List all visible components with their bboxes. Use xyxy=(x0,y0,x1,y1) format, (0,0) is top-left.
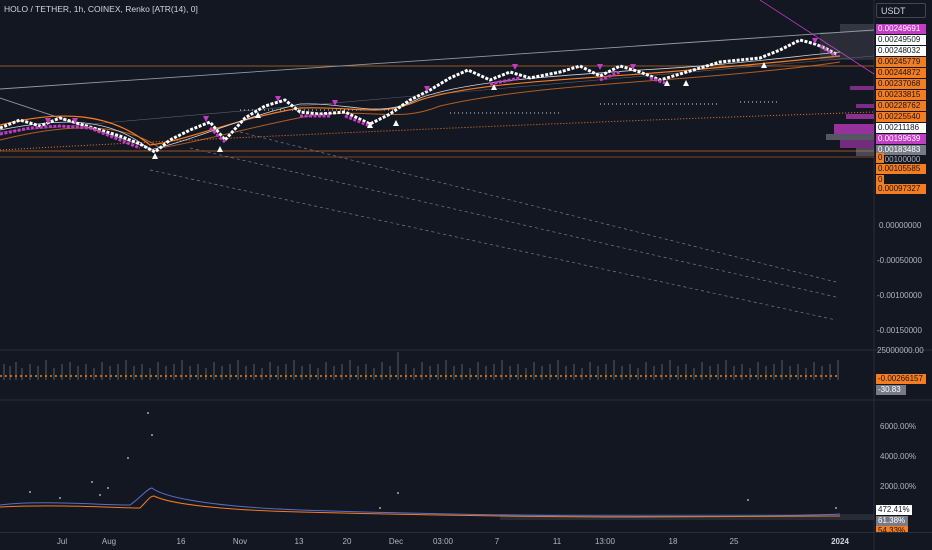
volume-tag-1: -0.00266157 xyxy=(876,374,926,384)
price-axis-label-1: 0.00000000 xyxy=(879,221,922,230)
percent-band xyxy=(500,514,874,520)
currency-button[interactable]: USDT xyxy=(876,3,926,18)
volume-axis-label: 25000000.00 xyxy=(877,346,924,355)
buy-signal-markers xyxy=(152,62,767,159)
trend-line-mid xyxy=(0,55,875,133)
percent-pane-lines xyxy=(0,487,874,520)
percent-tag-2: 61.38% xyxy=(876,516,908,526)
percent-axis-label-2: 4000.00% xyxy=(880,452,917,461)
projection-line-3 xyxy=(239,131,837,283)
time-label-5: 13 xyxy=(294,537,304,546)
price-tag-15: 0 xyxy=(876,175,884,185)
time-label-8: 03:00 xyxy=(432,537,454,546)
ma-white-line xyxy=(0,51,841,151)
time-label-1: Jul xyxy=(56,537,68,546)
volume-tag-2: -30.83 xyxy=(876,385,906,395)
time-label-11: 13:00 xyxy=(594,537,616,546)
price-tag-14: 0.00105585 xyxy=(876,164,926,174)
price-axis-label-3: -0.00100000 xyxy=(877,291,922,300)
price-tag-16: 0.00097327 xyxy=(876,184,926,194)
percent-tag-3: 54.33% xyxy=(876,526,908,532)
time-label-6: 20 xyxy=(342,537,352,546)
time-label-14: 2024 xyxy=(831,537,849,546)
time-label-13: 25 xyxy=(729,537,739,546)
time-label-9: 7 xyxy=(494,537,500,546)
percent-line-blue xyxy=(0,487,841,517)
trend-line-upper xyxy=(0,29,875,90)
projection-line-1 xyxy=(149,169,837,321)
percent-axis-label-1: 6000.00% xyxy=(880,422,917,431)
ma-slow-line xyxy=(0,61,841,149)
projection-line-2 xyxy=(189,147,837,298)
price-tag-1: 0.00249691 xyxy=(876,24,926,34)
price-tag-2: 0.00249509 xyxy=(876,35,926,45)
price-tag-8: 0.00228762 xyxy=(876,101,926,111)
ma-fast-line xyxy=(0,55,841,146)
renko-down-bricks xyxy=(0,44,837,150)
chart-title: HOLO / TETHER, 1h, COINEX, Renko [ATR(14… xyxy=(4,4,198,14)
purple-diagonal-line xyxy=(759,0,875,75)
sell-signal-markers xyxy=(45,38,818,124)
price-tag-7: 0.00233815 xyxy=(876,90,926,100)
time-label-2: Aug xyxy=(101,537,117,546)
price-tag-6: 0.00237068 xyxy=(876,79,926,89)
time-label-4: Nov xyxy=(232,537,248,546)
price-tag-12: 0.00183483 xyxy=(876,145,926,155)
percent-axis-label-3: 2000.00% xyxy=(880,482,917,491)
price-tag-4: 0.00245779 xyxy=(876,57,926,67)
volume-bars xyxy=(3,352,839,380)
price-tag-3: 0.00248032 xyxy=(876,46,926,56)
renko-up-bricks xyxy=(0,38,837,154)
price-tag-9: 0.00225540 xyxy=(876,112,926,122)
time-axis-border xyxy=(0,532,932,533)
price-tag-11: 0.00199639 xyxy=(876,134,926,144)
percent-tag-1: 472.41% xyxy=(876,505,912,515)
price-tag-13: 0 xyxy=(876,153,884,163)
price-tag-5: 0.00244872 xyxy=(876,68,926,78)
percent-scatter-points xyxy=(29,412,837,509)
time-label-7: Dec xyxy=(388,537,404,546)
price-axis-label-2: -0.00050000 xyxy=(877,256,922,265)
price-axis-label-4: -0.00150000 xyxy=(877,326,922,335)
percent-line-orange xyxy=(0,495,841,518)
volume-profile xyxy=(820,24,874,156)
time-label-3: 16 xyxy=(176,537,186,546)
renko-bricks xyxy=(0,38,837,154)
time-label-10: 11 xyxy=(552,537,562,546)
price-tag-10: 0.00211186 xyxy=(876,123,926,133)
dotted-support-line xyxy=(0,111,875,151)
price-overlap-label: 0.00100000 xyxy=(878,155,921,164)
time-label-12: 18 xyxy=(668,537,678,546)
